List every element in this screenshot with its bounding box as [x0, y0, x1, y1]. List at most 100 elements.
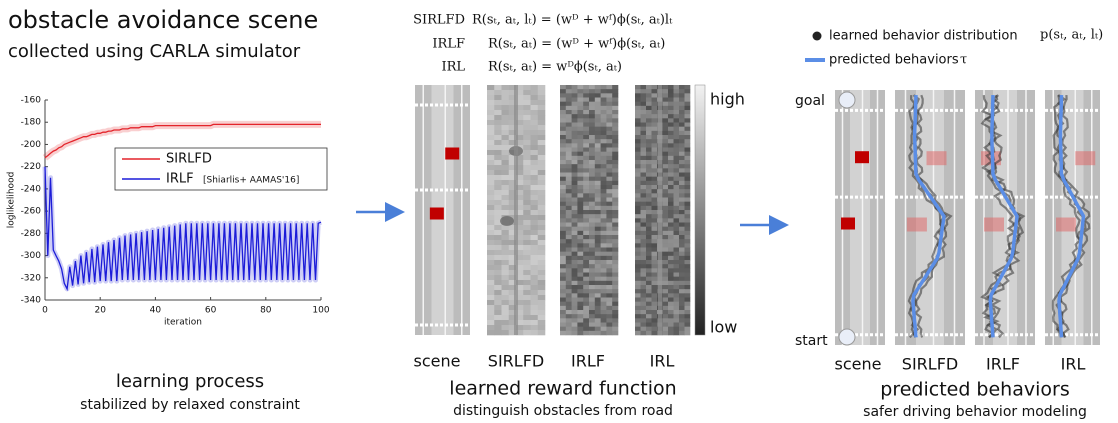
strip-cell	[641, 139, 647, 143]
strip-cell	[606, 85, 612, 89]
strip-cell	[494, 135, 502, 140]
strip-cell	[523, 145, 531, 150]
strip-cell	[646, 289, 652, 293]
strip-cell	[685, 185, 691, 189]
strip-cell	[663, 123, 669, 127]
strip-cell	[566, 289, 572, 293]
strip-cell	[668, 185, 674, 189]
strip-cell	[572, 264, 578, 268]
strip-cell	[601, 289, 607, 293]
strip-cell	[601, 131, 607, 135]
strip-cell	[487, 330, 495, 335]
strip-cell	[560, 148, 566, 152]
strip-cell	[595, 202, 601, 206]
strip-cell	[646, 298, 652, 302]
strip-cell	[663, 177, 669, 181]
strip-cell	[560, 214, 566, 218]
strip-cell	[612, 114, 618, 118]
legend-label: learned behavior distribution	[829, 29, 1018, 44]
strip-cell	[685, 223, 691, 227]
panel-label: SIRLFD	[488, 352, 544, 371]
strip-cell	[487, 235, 495, 240]
strip-cell	[566, 331, 572, 335]
strip-cell	[612, 214, 618, 218]
strip-cell	[674, 318, 680, 322]
strip-cell	[589, 185, 595, 189]
strip-cell	[566, 248, 572, 252]
strip-cell	[663, 248, 669, 252]
strip-cell	[668, 318, 674, 322]
strip-cell	[487, 130, 495, 135]
strip-cell	[595, 193, 601, 197]
strip-cell	[668, 193, 674, 197]
strip-cell	[566, 202, 572, 206]
strip-cell	[612, 289, 618, 293]
strip-cell	[560, 256, 566, 260]
strip-cell	[646, 143, 652, 147]
obstacle	[841, 218, 855, 230]
strip-cell	[641, 118, 647, 122]
strip-cell	[612, 327, 618, 331]
strip-cell	[679, 139, 685, 143]
strip-cell	[663, 210, 669, 214]
strip-cell	[583, 110, 589, 114]
strip-cell	[652, 223, 658, 227]
strip-cell	[566, 206, 572, 210]
strip-cell	[589, 235, 595, 239]
strip-cell	[674, 223, 680, 227]
strip-cell	[572, 131, 578, 135]
strip-cell	[494, 155, 502, 160]
strip-cell	[679, 114, 685, 118]
strip-cell	[674, 127, 680, 131]
strip-cell	[572, 202, 578, 206]
strip-cell	[668, 198, 674, 202]
strip-cell	[646, 189, 652, 193]
strip-cell	[572, 177, 578, 181]
strip-cell	[494, 300, 502, 305]
strip-cell	[566, 285, 572, 289]
strip-cell	[595, 252, 601, 256]
strip-cell	[641, 156, 647, 160]
strip-cell	[560, 227, 566, 231]
strip-cell	[679, 252, 685, 256]
strip-cell	[523, 150, 531, 155]
strip-cell	[606, 243, 612, 247]
strip-cell	[502, 240, 510, 245]
strip-cell	[487, 105, 495, 110]
strip-cell	[523, 130, 531, 135]
strip-cell	[577, 273, 583, 277]
strip-cell	[601, 164, 607, 168]
strip-cell	[538, 180, 546, 185]
strip-cell	[612, 285, 618, 289]
strip-cell	[641, 268, 647, 272]
strip-cell	[612, 98, 618, 102]
strip-cell	[566, 93, 572, 97]
strip-cell	[646, 260, 652, 264]
strip-cell	[668, 306, 674, 310]
strip-cell	[685, 314, 691, 318]
strip-cell	[635, 214, 641, 218]
strip-cell	[583, 168, 589, 172]
strip-cell	[612, 185, 618, 189]
strip-cell	[612, 102, 618, 106]
strip-cell	[595, 131, 601, 135]
strip-cell	[589, 127, 595, 131]
strip-cell	[577, 152, 583, 156]
strip-cell	[679, 177, 685, 181]
y-tick-label: -240	[21, 184, 42, 194]
strip-cell	[641, 202, 647, 206]
strip-cell	[674, 93, 680, 97]
strip-cell	[635, 293, 641, 297]
strip-cell	[679, 264, 685, 268]
strip-cell	[577, 293, 583, 297]
strip-cell	[531, 110, 539, 115]
strip-cell	[601, 85, 607, 89]
strip-cell	[531, 90, 539, 95]
strip-cell	[663, 156, 669, 160]
strip-cell	[572, 102, 578, 106]
strip-cell	[487, 325, 495, 330]
strip-cell	[560, 264, 566, 268]
strip-cell	[572, 193, 578, 197]
strip-cell	[531, 140, 539, 145]
strip-cell	[487, 215, 495, 220]
